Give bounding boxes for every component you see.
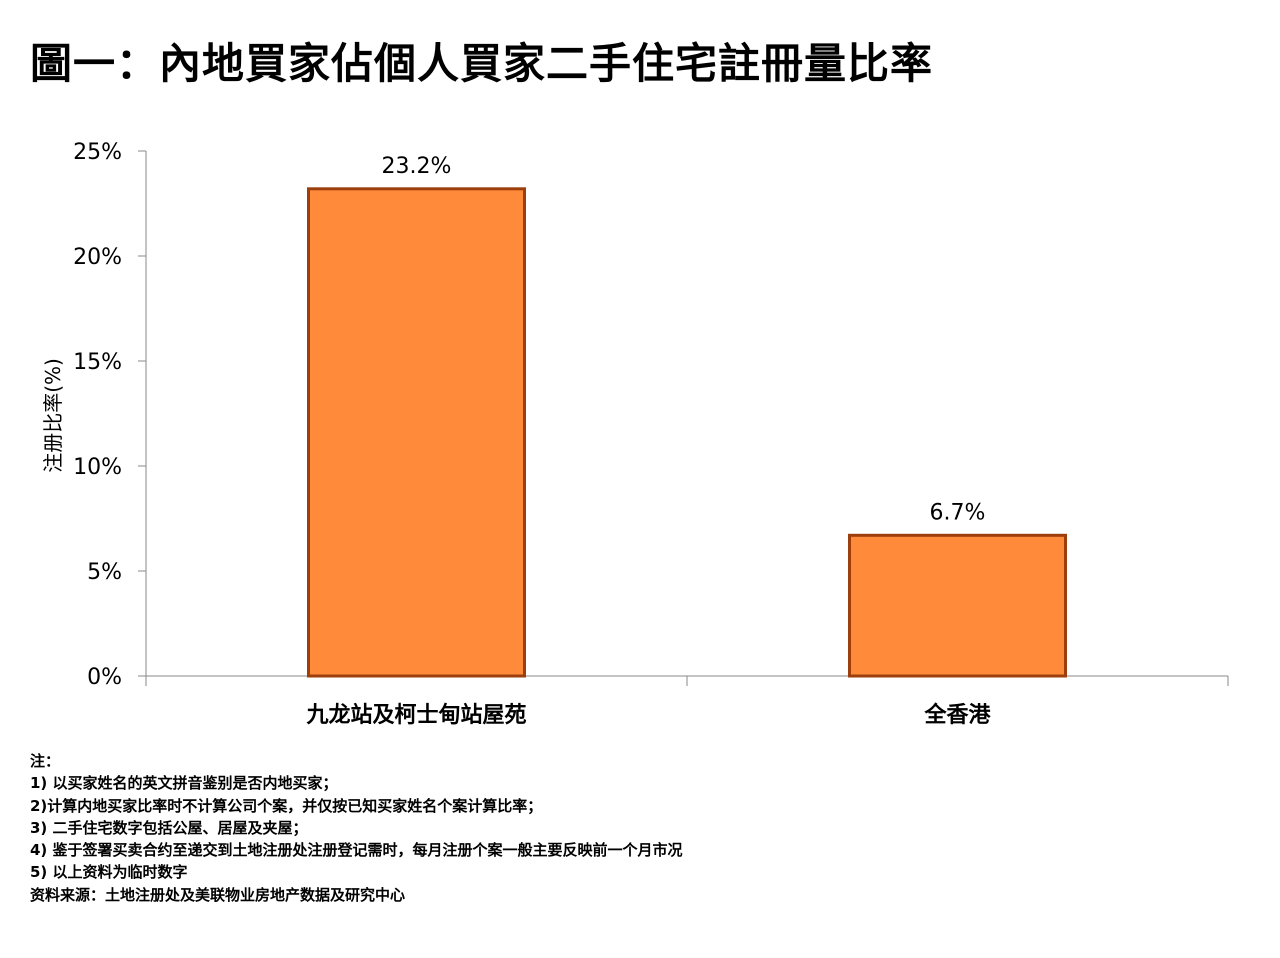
source-note: 资料来源：土地注册处及美联物业房地产数据及研究中心 [30,885,406,904]
chart-bars [307,187,1067,678]
y-tick-label: 10% [73,455,122,480]
notes-heading: 注： [30,752,61,770]
y-tick-label: 25% [73,140,122,165]
chart-notes: 注： 1) 以买家姓名的英文拼音鉴别是否内地买家； 2)计算内地买家比率时不计算… [30,750,683,906]
y-tick-label: 20% [73,245,122,270]
x-tick-label: 全香港 [923,702,991,728]
y-tick-label: 0% [87,665,122,690]
y-axis-label: 注册比率(%) [41,358,65,473]
data-label: 23.2% [382,154,452,179]
bar [848,533,1067,678]
chart-title: 圖一：內地買家佔個人買家二手住宅註冊量比率 [30,39,934,88]
note-item-5: 5) 以上资料为临时数字 [30,863,188,882]
note-item-2: 2)计算内地买家比率时不计算公司个案，并仅按已知买家姓名个案计算比率； [30,796,543,815]
x-tick-label: 九龙站及柯士甸站屋苑 [305,702,526,728]
chart-labels: 0% 5% 10% 15% 20% 25% 注册比率(%) 23.2% 九龙站及柯士甸站屋苑 6.… [41,140,991,728]
note-item-1: 1) 以买家姓名的英文拼音鉴别是否内地买家； [30,774,338,793]
y-tick-label: 5% [87,560,122,585]
note-item-4: 4) 鉴于签署买卖合约至递交到土地注册处注册登记需时，每月注册个案一般主要反映前… [30,841,683,860]
bar-chart: 0% 5% 10% 15% 20% 25% 注册比率(%) 23.2% 九龙站及柯士甸站屋苑 6.… [41,140,1229,728]
note-item-3: 3) 二手住宅数字包括公屋、居屋及夹屋； [30,818,308,837]
bar [307,187,526,678]
y-tick-label: 15% [73,350,122,375]
data-label: 6.7% [930,500,986,525]
